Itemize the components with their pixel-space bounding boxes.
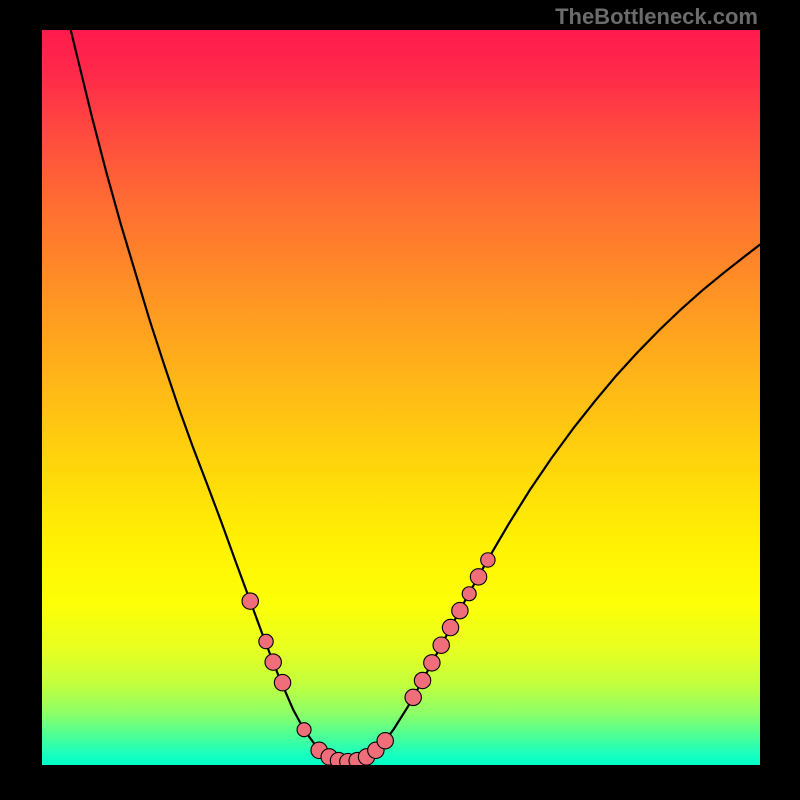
watermark-text: TheBottleneck.com xyxy=(555,4,758,30)
chart-root: TheBottleneck.com xyxy=(0,0,800,800)
plot-area xyxy=(42,30,760,765)
